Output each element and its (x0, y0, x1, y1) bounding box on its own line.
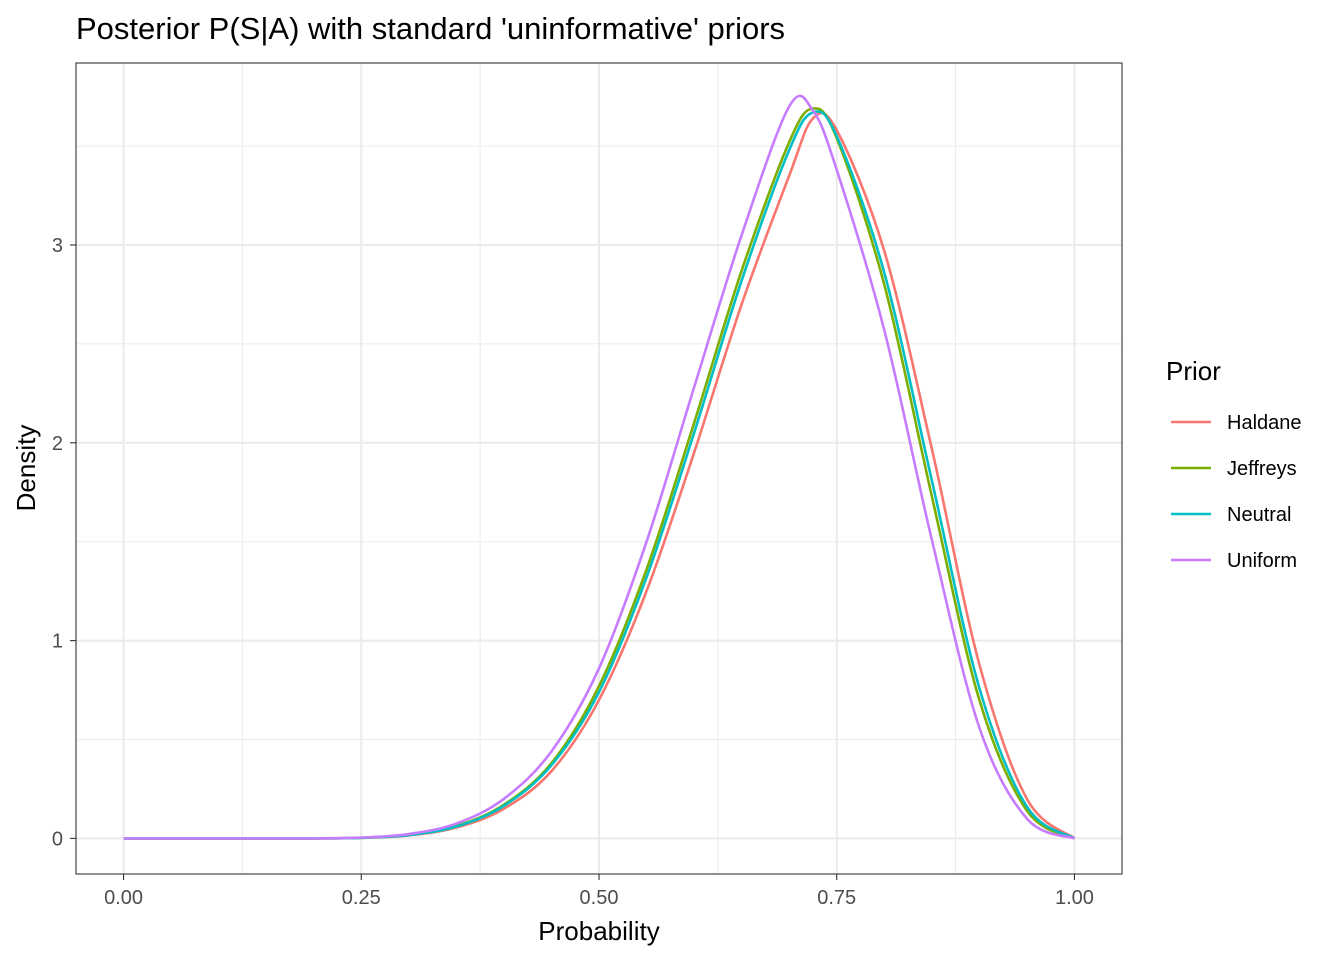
y-tick-label: 1 (52, 631, 63, 653)
x-axis-ticks: 0.00 0.25 0.50 0.75 1.00 (104, 874, 1094, 909)
x-tick-label: 0.50 (580, 887, 619, 909)
series-lines (123, 94, 1076, 840)
y-tick-label: 2 (52, 433, 63, 455)
legend-label-neutral: Neutral (1227, 504, 1291, 526)
x-tick-label: 0.25 (342, 887, 381, 909)
chart-title: Posterior P(S|A) with standard 'uninform… (76, 11, 785, 46)
series-line-uniform (123, 94, 1075, 840)
major-gridlines (76, 63, 1122, 874)
legend-label-uniform: Uniform (1227, 550, 1297, 572)
legend-label-jeffreys: Jeffreys (1227, 458, 1297, 480)
y-axis-ticks: 0 1 2 3 (52, 235, 76, 850)
x-axis-title: Probability (538, 916, 659, 946)
y-tick-label: 3 (52, 235, 63, 257)
y-axis-title: Density (11, 425, 41, 512)
legend: Prior Haldane Jeffreys Neutral Uniform (1166, 356, 1302, 572)
x-tick-label: 1.00 (1055, 887, 1094, 909)
legend-title: Prior (1166, 356, 1221, 386)
x-tick-label: 0.75 (817, 887, 856, 909)
legend-label-haldane: Haldane (1227, 412, 1302, 434)
y-tick-label: 0 (52, 828, 63, 850)
x-tick-label: 0.00 (104, 887, 143, 909)
